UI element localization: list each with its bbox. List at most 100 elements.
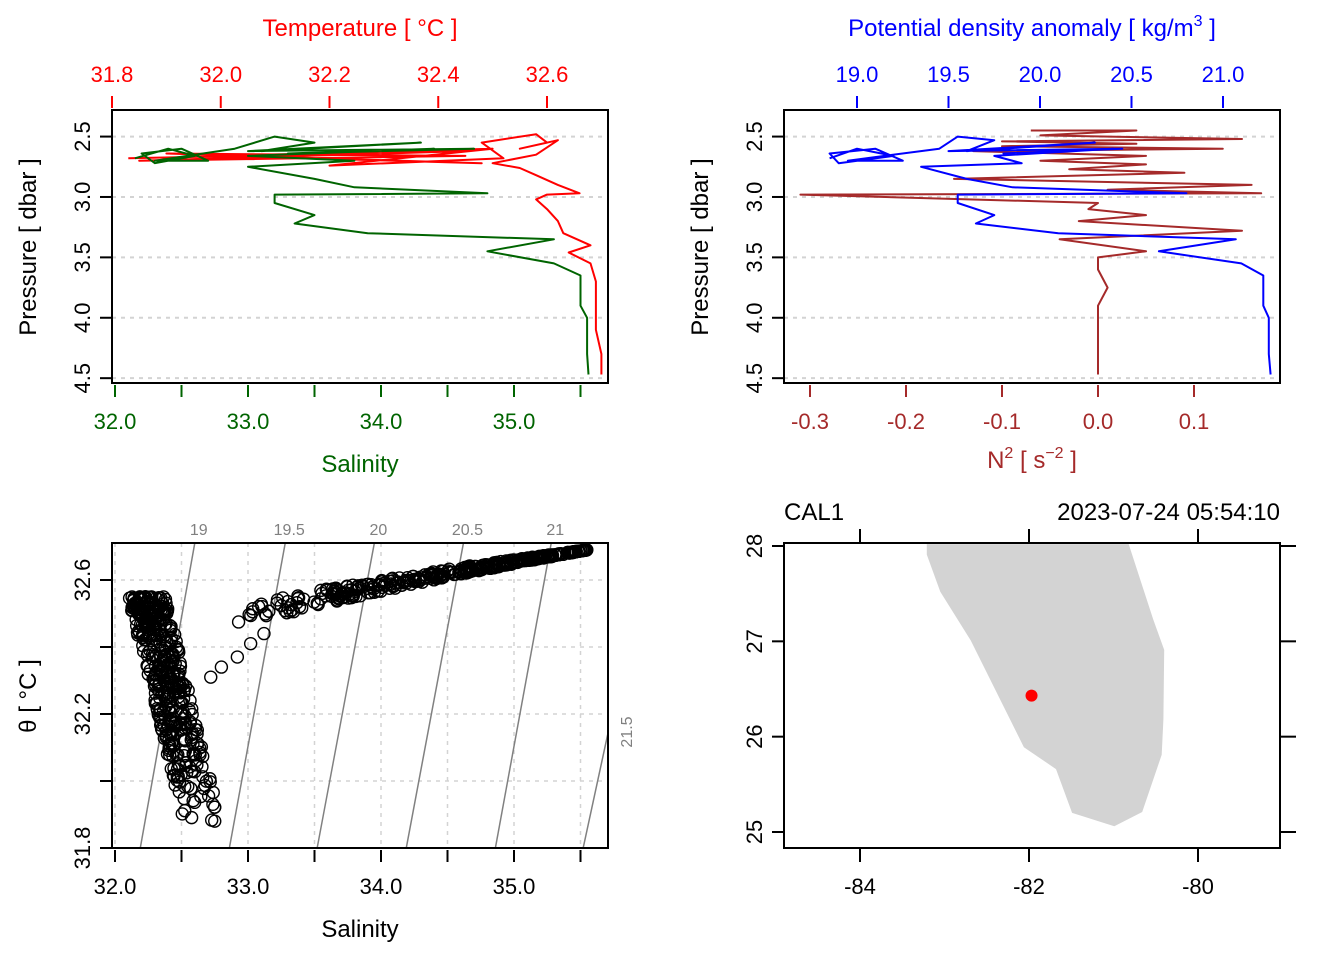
- plot-frame: [111, 109, 609, 384]
- x-tick-label: -0.2: [887, 409, 925, 434]
- ts-point: [243, 636, 258, 651]
- isopycnal-line: [228, 542, 286, 849]
- ts-point: [143, 613, 158, 628]
- ts-point: [140, 611, 154, 626]
- theta-axis-title: θ [ °C ]: [15, 659, 42, 733]
- x-tick-label: 31.8: [91, 62, 134, 87]
- ts-point: [408, 573, 423, 588]
- ts-point: [178, 718, 192, 732]
- density-axis-title: Potential density anomaly [ kg/m3 ]: [848, 13, 1216, 42]
- y-tick-label: 31.8: [70, 827, 95, 870]
- y-tick-label: 32.2: [70, 693, 95, 736]
- ts-point: [429, 571, 444, 586]
- ts-point: [395, 578, 409, 592]
- ts-point: [519, 551, 534, 566]
- y-tick-label: 4.0: [742, 302, 767, 333]
- y-tick-label: 3.5: [742, 242, 767, 273]
- y-tick-label: 4.0: [70, 302, 95, 333]
- y-tick-label: 4.5: [742, 363, 767, 394]
- lat-tick-label: 27: [742, 629, 767, 653]
- pressure-gridlines: [112, 135, 608, 380]
- ts-point: [125, 603, 139, 617]
- ts-point: [153, 650, 168, 664]
- ts-point: [174, 696, 188, 710]
- x-tick-label: 35.0: [493, 409, 536, 434]
- theta-axis: 31.8 32.2 32.6: [70, 559, 112, 870]
- ts-point: [184, 810, 199, 825]
- station-timestamp: 2023-07-24 05:54:10: [1057, 499, 1280, 526]
- lon-tick-label: -80: [1182, 874, 1214, 899]
- pressure-axis: 2.5 3.0 3.5 4.0 4.5: [742, 121, 784, 393]
- x-tick-label: 20.5: [1110, 62, 1153, 87]
- ts-point: [214, 660, 229, 674]
- y-tick-label: 3.0: [70, 182, 95, 213]
- salinity-series: [134, 135, 590, 375]
- x-tick-label: 34.0: [360, 874, 403, 899]
- ts-point: [254, 597, 269, 611]
- temperature-series: [128, 133, 603, 375]
- lat-tick-label: 28: [742, 534, 767, 558]
- pressure-axis-title: Pressure [ dbar ]: [687, 158, 714, 335]
- station-marker[interactable]: [1025, 689, 1038, 702]
- ts-point: [353, 589, 367, 603]
- ts-point: [173, 659, 188, 674]
- ts-point: [198, 778, 212, 793]
- y-tick-label: 3.0: [742, 182, 767, 213]
- ts-point: [165, 654, 179, 669]
- ts-point: [133, 590, 147, 604]
- ts-point: [246, 602, 260, 616]
- ts-point: [134, 592, 148, 606]
- ts-point: [157, 684, 171, 699]
- ts-point: [492, 559, 506, 574]
- ts-point: [169, 634, 183, 649]
- ts-point: [296, 592, 311, 606]
- ts-point: [178, 804, 192, 818]
- panel-temperature-salinity-profile: 31.8 32.0 32.2 32.4 32.6 32.0 33.0 34.0 35.0 2.…: [15, 15, 609, 478]
- x-tick-label: 21.0: [1202, 62, 1245, 87]
- y-tick-label: 32.6: [70, 559, 95, 602]
- x-tick-label: 0.0: [1083, 409, 1114, 434]
- ts-point: [231, 615, 246, 629]
- ts-point: [468, 559, 482, 574]
- isopycnal-line: [582, 732, 609, 849]
- ts-point: [280, 606, 294, 620]
- ts-point: [522, 553, 536, 568]
- isopycnal-line: [494, 542, 552, 849]
- ts-point: [319, 582, 334, 596]
- ts-point: [442, 562, 456, 576]
- n2-axis: -0.3 -0.2 -0.1 0.0 0.1: [791, 385, 1209, 434]
- ts-point: [413, 572, 427, 587]
- ts-point: [230, 650, 245, 664]
- ts-point: [191, 736, 205, 751]
- ts-point: [190, 727, 204, 741]
- lat-tick-label: 26: [742, 724, 767, 748]
- ts-point: [463, 559, 477, 573]
- x-tick-label: 32.4: [417, 62, 460, 87]
- temperature-axis: 31.8 32.0 32.2 32.4 32.6: [91, 62, 568, 108]
- ts-point: [276, 591, 290, 605]
- ts-point: [126, 593, 141, 608]
- salinity-axis-title: Salinity: [321, 451, 398, 478]
- ts-point: [163, 623, 178, 638]
- ts-point: [204, 670, 218, 684]
- ts-point: [257, 626, 271, 641]
- density-series: [828, 135, 1272, 375]
- isopycnal-line: [405, 542, 465, 849]
- station-label: CAL1: [784, 499, 844, 526]
- x-tick-label: 19.5: [927, 62, 970, 87]
- x-tick-label: 32.0: [199, 62, 242, 87]
- ts-point: [488, 556, 503, 570]
- pressure-axis: 2.5 3.0 3.5 4.0 4.5: [70, 121, 112, 393]
- ts-point: [185, 764, 199, 779]
- ts-point: [153, 664, 167, 678]
- ts-scatter-points: [122, 543, 594, 828]
- pressure-axis-title: Pressure [ dbar ]: [15, 158, 42, 335]
- ts-point: [315, 586, 329, 601]
- ts-point: [434, 564, 448, 578]
- salinity-axis: 32.0 33.0 34.0 35.0: [94, 850, 582, 899]
- x-tick-label: -0.3: [791, 409, 829, 434]
- ts-point: [552, 547, 567, 561]
- ts-point: [143, 631, 157, 645]
- ts-point: [203, 772, 217, 786]
